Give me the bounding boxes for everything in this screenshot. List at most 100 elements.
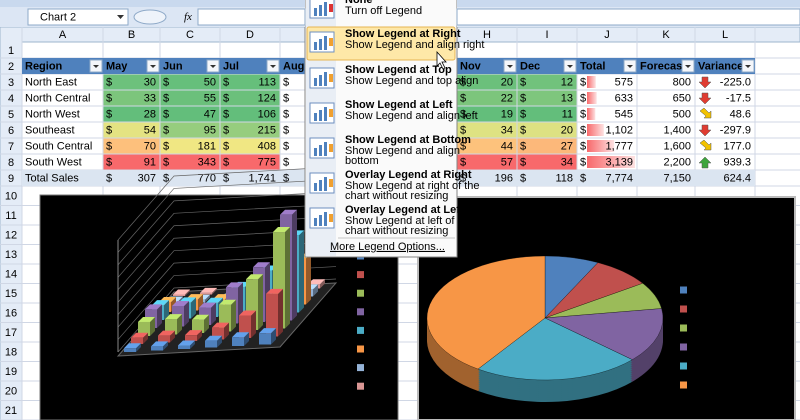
row-number: 19 — [5, 366, 17, 378]
bar — [266, 293, 278, 337]
heat-cell — [160, 90, 220, 106]
number-cell: 47 — [204, 108, 216, 120]
bar-top — [232, 332, 249, 338]
bar-side — [320, 279, 325, 289]
y-tick-label: $100 — [88, 333, 112, 345]
region-cell: South Central — [25, 140, 92, 152]
heat-cell — [103, 138, 160, 154]
legend-label: South Central — [691, 360, 758, 372]
number-cell: 215 — [258, 124, 276, 136]
menu-highlight — [306, 26, 456, 61]
number-cell: 800 — [673, 76, 691, 88]
legend-label: Oct — [368, 343, 385, 355]
heat-cell — [517, 90, 577, 106]
formula-bar: Chart 2 fx — [0, 0, 800, 27]
name-box[interactable] — [27, 8, 129, 26]
bar — [178, 345, 190, 349]
column-header: B — [128, 29, 135, 41]
bar-top — [253, 262, 270, 268]
bar-side — [177, 314, 182, 335]
filter-arrow — [745, 65, 751, 68]
fx-button[interactable]: fx — [184, 11, 192, 23]
number-cell: 54 — [144, 124, 156, 136]
column-header: A — [59, 29, 67, 41]
bar — [131, 337, 143, 344]
heat-cell — [220, 154, 280, 170]
number-cell: 19 — [501, 108, 513, 120]
depth-tick-label: Sep — [326, 332, 346, 344]
menu-item[interactable]: NoneTurn off Legend — [309, 0, 422, 19]
currency-sign: $ — [520, 172, 526, 184]
currency-sign: $ — [163, 92, 169, 104]
number-cell: 408 — [258, 140, 276, 152]
currency-sign: $ — [223, 172, 229, 184]
icon-bar — [314, 218, 317, 226]
bar — [200, 292, 212, 295]
bar-side — [278, 288, 283, 337]
row-number: 16 — [5, 308, 17, 320]
bar-top — [172, 300, 189, 306]
number-cell: 91 — [144, 156, 156, 168]
currency-sign: $ — [163, 172, 169, 184]
heat-cell — [220, 90, 280, 106]
number-cell: 500 — [673, 108, 691, 120]
menu-item-description: Show Legend and align right — [345, 39, 484, 51]
number-cell: 545 — [615, 108, 633, 120]
number-cell: 181 — [198, 140, 216, 152]
bar-side — [271, 328, 276, 345]
menu-item-title: Overlay Legend at Left — [345, 204, 464, 216]
icon-bar — [314, 42, 317, 50]
bar-top — [212, 322, 229, 328]
icon-bar — [319, 215, 322, 226]
row-number: 8 — [8, 157, 14, 169]
heat-cell — [160, 74, 220, 90]
number-cell: 22 — [501, 92, 513, 104]
y-tick-label: $200 — [88, 321, 112, 333]
number-cell: 770 — [198, 172, 216, 184]
number-cell: 50 — [204, 76, 216, 88]
bar-top — [199, 302, 216, 308]
y-tick-label: $900 — [88, 234, 112, 246]
number-cell: 1,600 — [663, 140, 691, 152]
icon-legend — [329, 179, 333, 187]
icon-bar — [319, 5, 322, 16]
column-title: Jun — [163, 60, 183, 72]
heat-cell — [160, 122, 220, 138]
currency-sign: $ — [106, 172, 112, 184]
heat-cell — [517, 106, 577, 122]
number-cell: 34 — [561, 156, 573, 168]
icon-legend — [329, 214, 333, 222]
number-cell: -225.0 — [720, 76, 751, 88]
depth-tick-label: May — [298, 364, 319, 376]
column-header: D — [246, 29, 254, 41]
number-cell: 307 — [138, 172, 156, 184]
number-cell: 939.3 — [723, 156, 751, 168]
number-cell: 106 — [258, 108, 276, 120]
icon-bar — [324, 36, 327, 50]
bar-side — [150, 316, 155, 336]
bar-top — [219, 299, 236, 305]
number-cell: 33 — [144, 92, 156, 104]
bar-top — [152, 300, 169, 306]
row-number: 21 — [5, 405, 17, 417]
bar-side — [185, 289, 190, 296]
bar-side — [184, 300, 189, 327]
menu-more-options[interactable]: More Legend Options... — [330, 241, 445, 253]
bar-top — [280, 209, 297, 215]
number-cell: 1,102 — [605, 124, 633, 136]
row-number: 4 — [8, 93, 14, 105]
row-number: 13 — [5, 249, 17, 261]
bar — [124, 348, 136, 352]
variance-icon — [699, 139, 712, 151]
heat-cell — [220, 106, 280, 122]
bar-side — [164, 300, 169, 320]
currency-sign: $ — [223, 140, 229, 152]
icon-bar — [314, 78, 317, 86]
